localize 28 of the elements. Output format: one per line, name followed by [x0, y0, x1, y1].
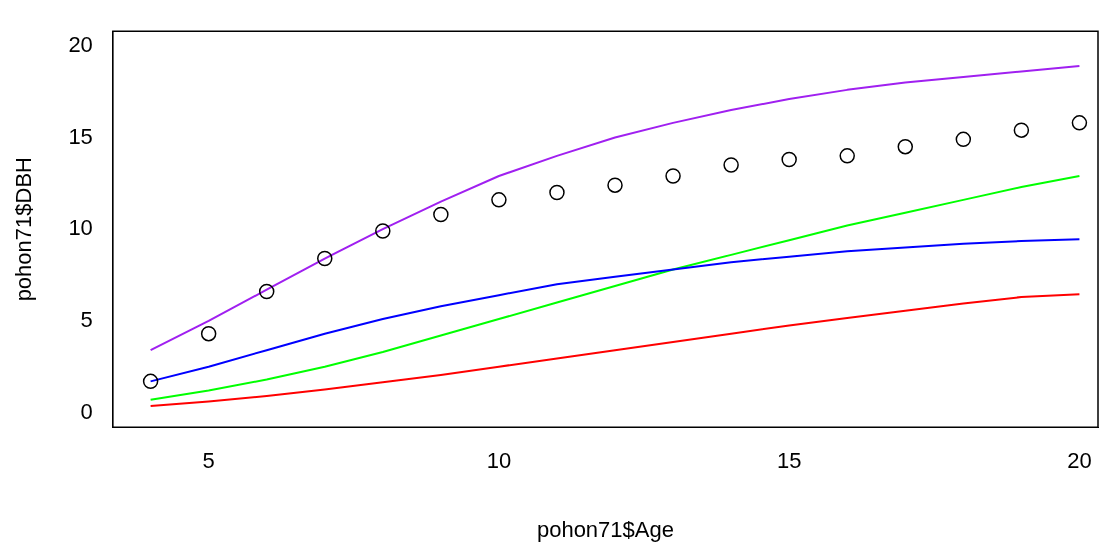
point — [491, 192, 507, 208]
y-tick-label: 20 — [68, 31, 93, 57]
y-tick-label: 15 — [68, 123, 93, 149]
point — [665, 168, 681, 184]
point — [433, 206, 449, 223]
point — [607, 177, 623, 193]
point — [317, 250, 333, 267]
y-tick-label: 5 — [80, 306, 93, 332]
point — [258, 283, 275, 300]
x-axis-title: pohon71$Age — [536, 516, 674, 542]
x-tick-label: 10 — [486, 448, 512, 474]
y-tick-label: 10 — [68, 215, 93, 241]
point — [839, 148, 855, 164]
y-tick-label: 0 — [80, 398, 93, 424]
point — [200, 325, 217, 342]
x-tick-label: 15 — [776, 448, 802, 474]
x-tick-label: 5 — [202, 448, 215, 474]
x-tick-label: 20 — [1067, 448, 1092, 474]
point — [723, 157, 739, 173]
point — [375, 223, 391, 239]
point — [955, 131, 972, 148]
point — [897, 138, 914, 155]
y-axis-title: pohon71$DBH — [11, 157, 37, 302]
point — [1071, 115, 1088, 131]
point — [142, 373, 159, 390]
point — [781, 151, 797, 168]
point — [1013, 122, 1030, 138]
point — [549, 184, 565, 201]
